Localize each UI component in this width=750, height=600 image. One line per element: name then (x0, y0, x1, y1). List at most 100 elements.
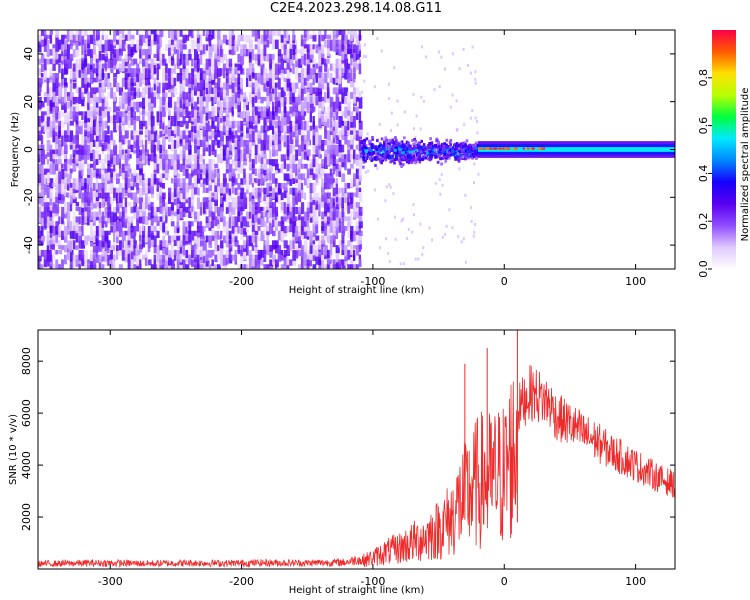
heatmap-cell (237, 202, 241, 212)
heatmap-cell (312, 173, 316, 180)
heatmap-cell (243, 173, 246, 185)
heatmap-cell (489, 147, 492, 150)
heatmap-cell (61, 39, 66, 52)
heatmap-cell (289, 259, 293, 266)
heatmap-cell (110, 53, 113, 60)
heatmap-cell (196, 226, 201, 233)
heatmap-cell (211, 130, 215, 139)
heatmap-cell (139, 211, 143, 217)
heatmap-cell (347, 92, 351, 102)
heatmap-cell (144, 34, 148, 46)
heatmap-cell (136, 30, 139, 35)
heatmap-cell (214, 183, 218, 192)
heatmap-cell (40, 163, 44, 175)
heatmap-cell (277, 30, 281, 37)
heatmap-cell (237, 226, 240, 234)
heatmap-cell (124, 92, 129, 104)
heatmap-cell (194, 211, 198, 219)
heatmap-cell (147, 101, 151, 111)
heatmap-cell (315, 44, 319, 49)
heatmap-cell (321, 183, 325, 195)
heatmap-cell (266, 139, 270, 151)
heatmap-cell (283, 101, 286, 113)
heatmap-cell (326, 173, 331, 183)
heatmap-cell (289, 106, 294, 114)
heatmap-cell (263, 130, 268, 142)
heatmap-cell (474, 77, 477, 81)
heatmap-cell (142, 221, 145, 231)
heatmap-cell (295, 130, 300, 137)
heatmap-cell (444, 151, 448, 154)
heatmap-cell (162, 264, 165, 269)
heatmap-cell (95, 111, 99, 116)
heatmap-cell (266, 96, 270, 106)
heatmap-cell (338, 39, 343, 50)
heatmap-cell (55, 101, 58, 114)
heatmap-cell (266, 202, 270, 211)
heatmap-cell (133, 168, 137, 176)
heatmap-cell (107, 230, 111, 235)
heatmap-cell (182, 221, 186, 233)
heatmap-cell (315, 87, 320, 96)
heatmap-cell (318, 149, 321, 159)
heatmap-cell (280, 116, 284, 125)
heatmap-cell (263, 226, 266, 235)
heatmap-cell (257, 216, 261, 225)
heatmap-cell (341, 49, 346, 61)
heatmap-cell (251, 30, 255, 37)
heatmap-cell (462, 47, 465, 51)
top-x-tick-label: 0 (501, 275, 508, 288)
heatmap-cell (355, 44, 360, 50)
heatmap-cell (101, 106, 105, 119)
heatmap-cell (147, 226, 151, 238)
heatmap-cell (373, 85, 376, 89)
heatmap-cell (403, 150, 407, 154)
heatmap-cell (75, 144, 80, 149)
heatmap-cell (147, 34, 151, 43)
heatmap-cell (220, 144, 224, 151)
heatmap-cell (347, 68, 350, 79)
heatmap-cell (144, 254, 148, 266)
heatmap-cell (289, 49, 292, 59)
heatmap-cell (272, 202, 277, 214)
heatmap-cell (332, 125, 336, 131)
heatmap-cell (379, 143, 382, 147)
heatmap-cell (306, 130, 311, 142)
heatmap-cell (326, 82, 330, 91)
heatmap-cell (341, 216, 345, 226)
heatmap-cell (315, 63, 318, 69)
heatmap-cell (173, 254, 177, 261)
heatmap-cell (72, 211, 76, 220)
heatmap-cell (240, 53, 245, 65)
heatmap-cell (144, 139, 148, 152)
heatmap-cell (231, 30, 234, 36)
heatmap-cell (280, 163, 284, 174)
heatmap-cell (315, 125, 318, 132)
heatmap-cell (208, 39, 212, 47)
heatmap-cell (329, 264, 334, 269)
heatmap-cell (107, 92, 111, 98)
colorbar-tick-label: 0.0 (697, 260, 710, 278)
heatmap-cell (90, 73, 95, 79)
heatmap-cell (341, 230, 345, 237)
heatmap-cell (378, 150, 381, 154)
heatmap-cell (251, 221, 256, 232)
heatmap-cell (353, 135, 357, 140)
heatmap-cell (312, 30, 315, 36)
heatmap-cell (182, 82, 186, 92)
heatmap-cell (49, 149, 53, 162)
heatmap-cell (182, 68, 187, 80)
heatmap-cell (101, 30, 105, 36)
heatmap-cell (257, 211, 261, 219)
heatmap-cell (176, 120, 180, 126)
heatmap-cell (95, 120, 99, 132)
heatmap-cell (191, 39, 196, 52)
heatmap-cell (344, 202, 348, 212)
heatmap-cell (295, 135, 299, 143)
heatmap-cell (437, 145, 441, 149)
heatmap-cell (69, 221, 73, 232)
heatmap-cell (87, 34, 91, 43)
heatmap-cell (435, 150, 439, 154)
heatmap-cell (139, 216, 143, 224)
heatmap-cell (127, 173, 130, 178)
